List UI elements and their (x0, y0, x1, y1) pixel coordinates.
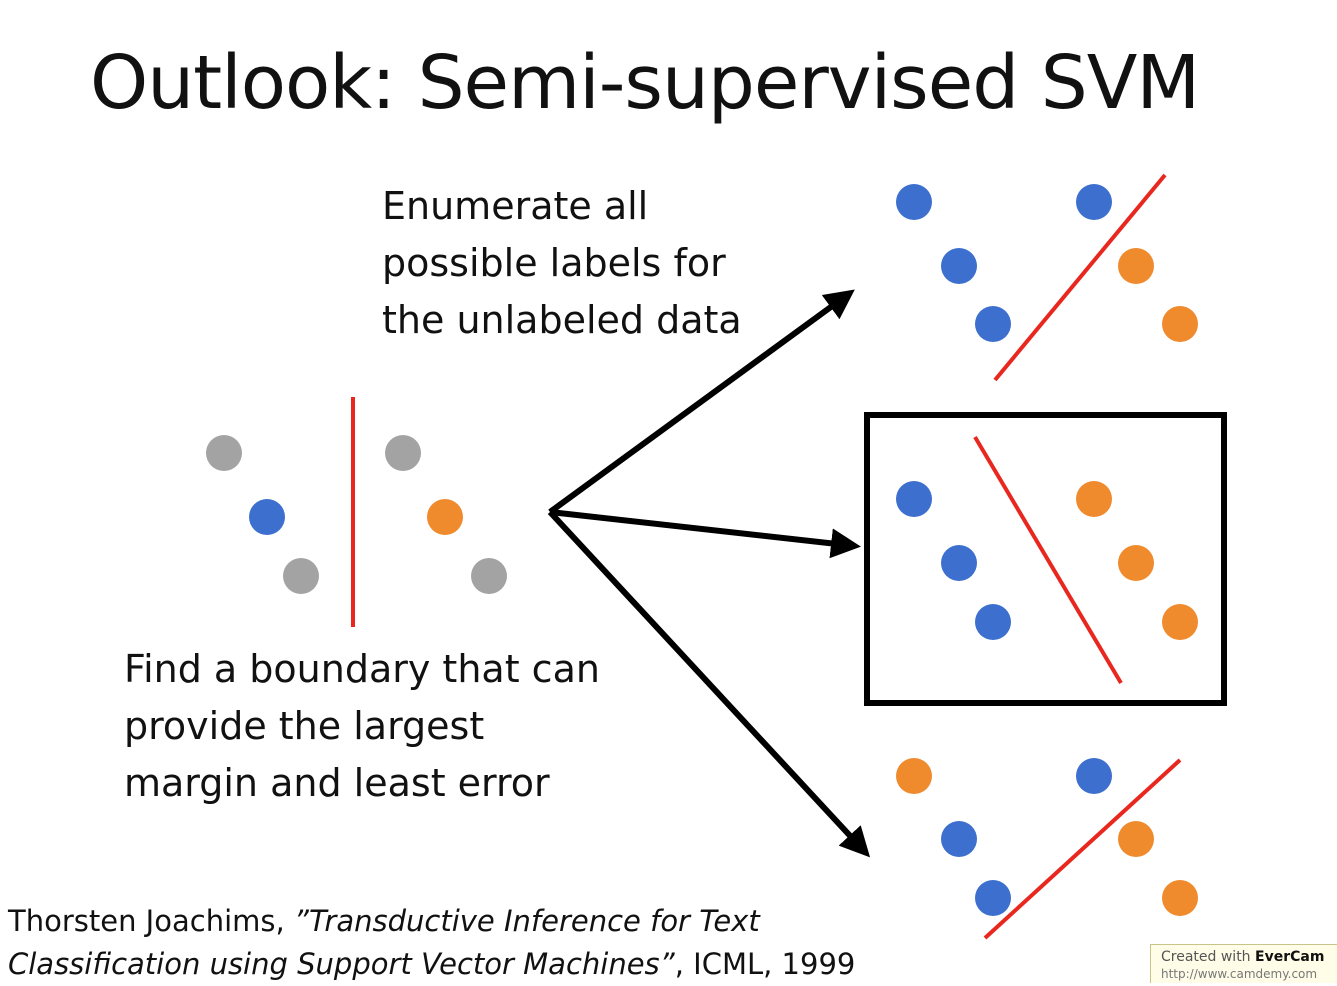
arrow-to-top-labeling (548, 289, 855, 515)
input-point-1 (206, 435, 242, 471)
middle-point-3 (975, 604, 1011, 640)
enumerate-caption: Enumerate all possible labels for the un… (382, 178, 742, 349)
bottom-labeling-points (896, 758, 1198, 916)
citation-venue: , ICML, 1999 (674, 947, 856, 981)
input-point-3 (249, 499, 285, 535)
bottom-point-3 (975, 880, 1011, 916)
top-boundary-line (993, 173, 1167, 382)
top-point-3 (975, 306, 1011, 342)
citation-title-1: ”Transductive Inference for Text (293, 904, 760, 938)
middle-point-4 (1076, 481, 1112, 517)
input-point-2 (385, 435, 421, 471)
enumerate-line-2: possible labels for (382, 241, 726, 285)
selected-labeling-frame (864, 412, 1227, 706)
boundary-line-3: margin and least error (124, 761, 550, 805)
input-point-6 (471, 558, 507, 594)
middle-point-2 (941, 545, 977, 581)
bottom-point-5 (1118, 821, 1154, 857)
watermark-url: http://www.camdemy.com (1161, 967, 1318, 981)
watermark-badge: Created with EverCam http://www.camdemy.… (1150, 944, 1337, 983)
bottom-point-1 (896, 758, 932, 794)
input-point-5 (283, 558, 319, 594)
top-labeling-points (896, 184, 1198, 342)
middle-point-6 (1162, 604, 1198, 640)
boundary-line-1: Find a boundary that can (124, 647, 600, 691)
enumerate-line-3: the unlabeled data (382, 298, 742, 342)
citation-author: Thorsten Joachims, (8, 904, 294, 938)
citation-title-2: Classification using Support Vector Mach… (8, 947, 675, 981)
watermark-brand: EverCam (1255, 949, 1325, 965)
bottom-point-4 (1076, 758, 1112, 794)
middle-labeling-points (896, 481, 1198, 640)
top-point-6 (1162, 306, 1198, 342)
citation: Thorsten Joachims, ”Transductive Inferen… (8, 900, 855, 986)
page-title: Outlook: Semi-supervised SVM (90, 40, 1200, 126)
input-points (206, 435, 507, 594)
boundary-line-2: provide the largest (124, 704, 485, 748)
middle-boundary-line (973, 435, 1123, 685)
bottom-boundary-line (983, 758, 1182, 940)
enumerate-line-1: Enumerate all (382, 184, 649, 228)
bottom-point-6 (1162, 880, 1198, 916)
bottom-point-2 (941, 821, 977, 857)
top-point-4 (1076, 184, 1112, 220)
top-point-5 (1118, 248, 1154, 284)
arrow-to-bottom-labeling (547, 509, 871, 858)
arrow-to-middle-labeling (549, 509, 861, 559)
boundary-caption: Find a boundary that can provide the lar… (124, 641, 600, 812)
middle-point-1 (896, 481, 932, 517)
middle-point-5 (1118, 545, 1154, 581)
top-point-2 (941, 248, 977, 284)
top-point-1 (896, 184, 932, 220)
input-point-4 (427, 499, 463, 535)
watermark-prefix: Created with (1161, 949, 1256, 965)
